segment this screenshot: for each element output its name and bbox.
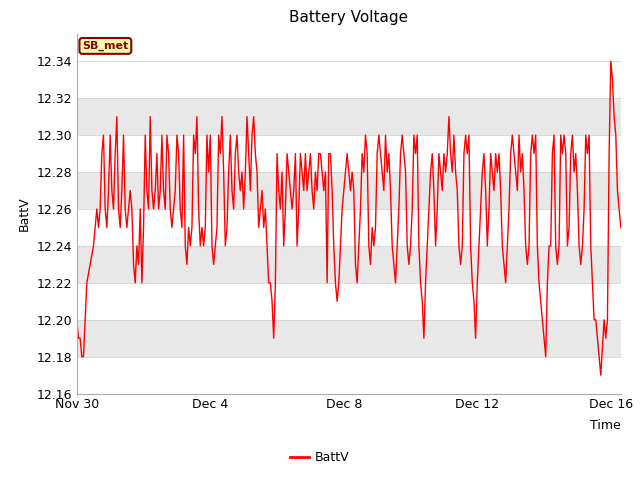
Bar bbox=[77, 172, 621, 209]
Legend: BattV: BattV bbox=[285, 446, 355, 469]
Text: Time: Time bbox=[590, 419, 621, 432]
Text: SB_met: SB_met bbox=[82, 41, 129, 51]
Bar bbox=[77, 61, 621, 98]
Bar bbox=[77, 135, 621, 172]
Bar bbox=[77, 98, 621, 135]
Bar bbox=[77, 357, 621, 394]
Y-axis label: BattV: BattV bbox=[18, 196, 31, 231]
Bar bbox=[77, 209, 621, 246]
Bar bbox=[77, 320, 621, 357]
Bar bbox=[77, 283, 621, 320]
Bar bbox=[77, 246, 621, 283]
Title: Battery Voltage: Battery Voltage bbox=[289, 11, 408, 25]
